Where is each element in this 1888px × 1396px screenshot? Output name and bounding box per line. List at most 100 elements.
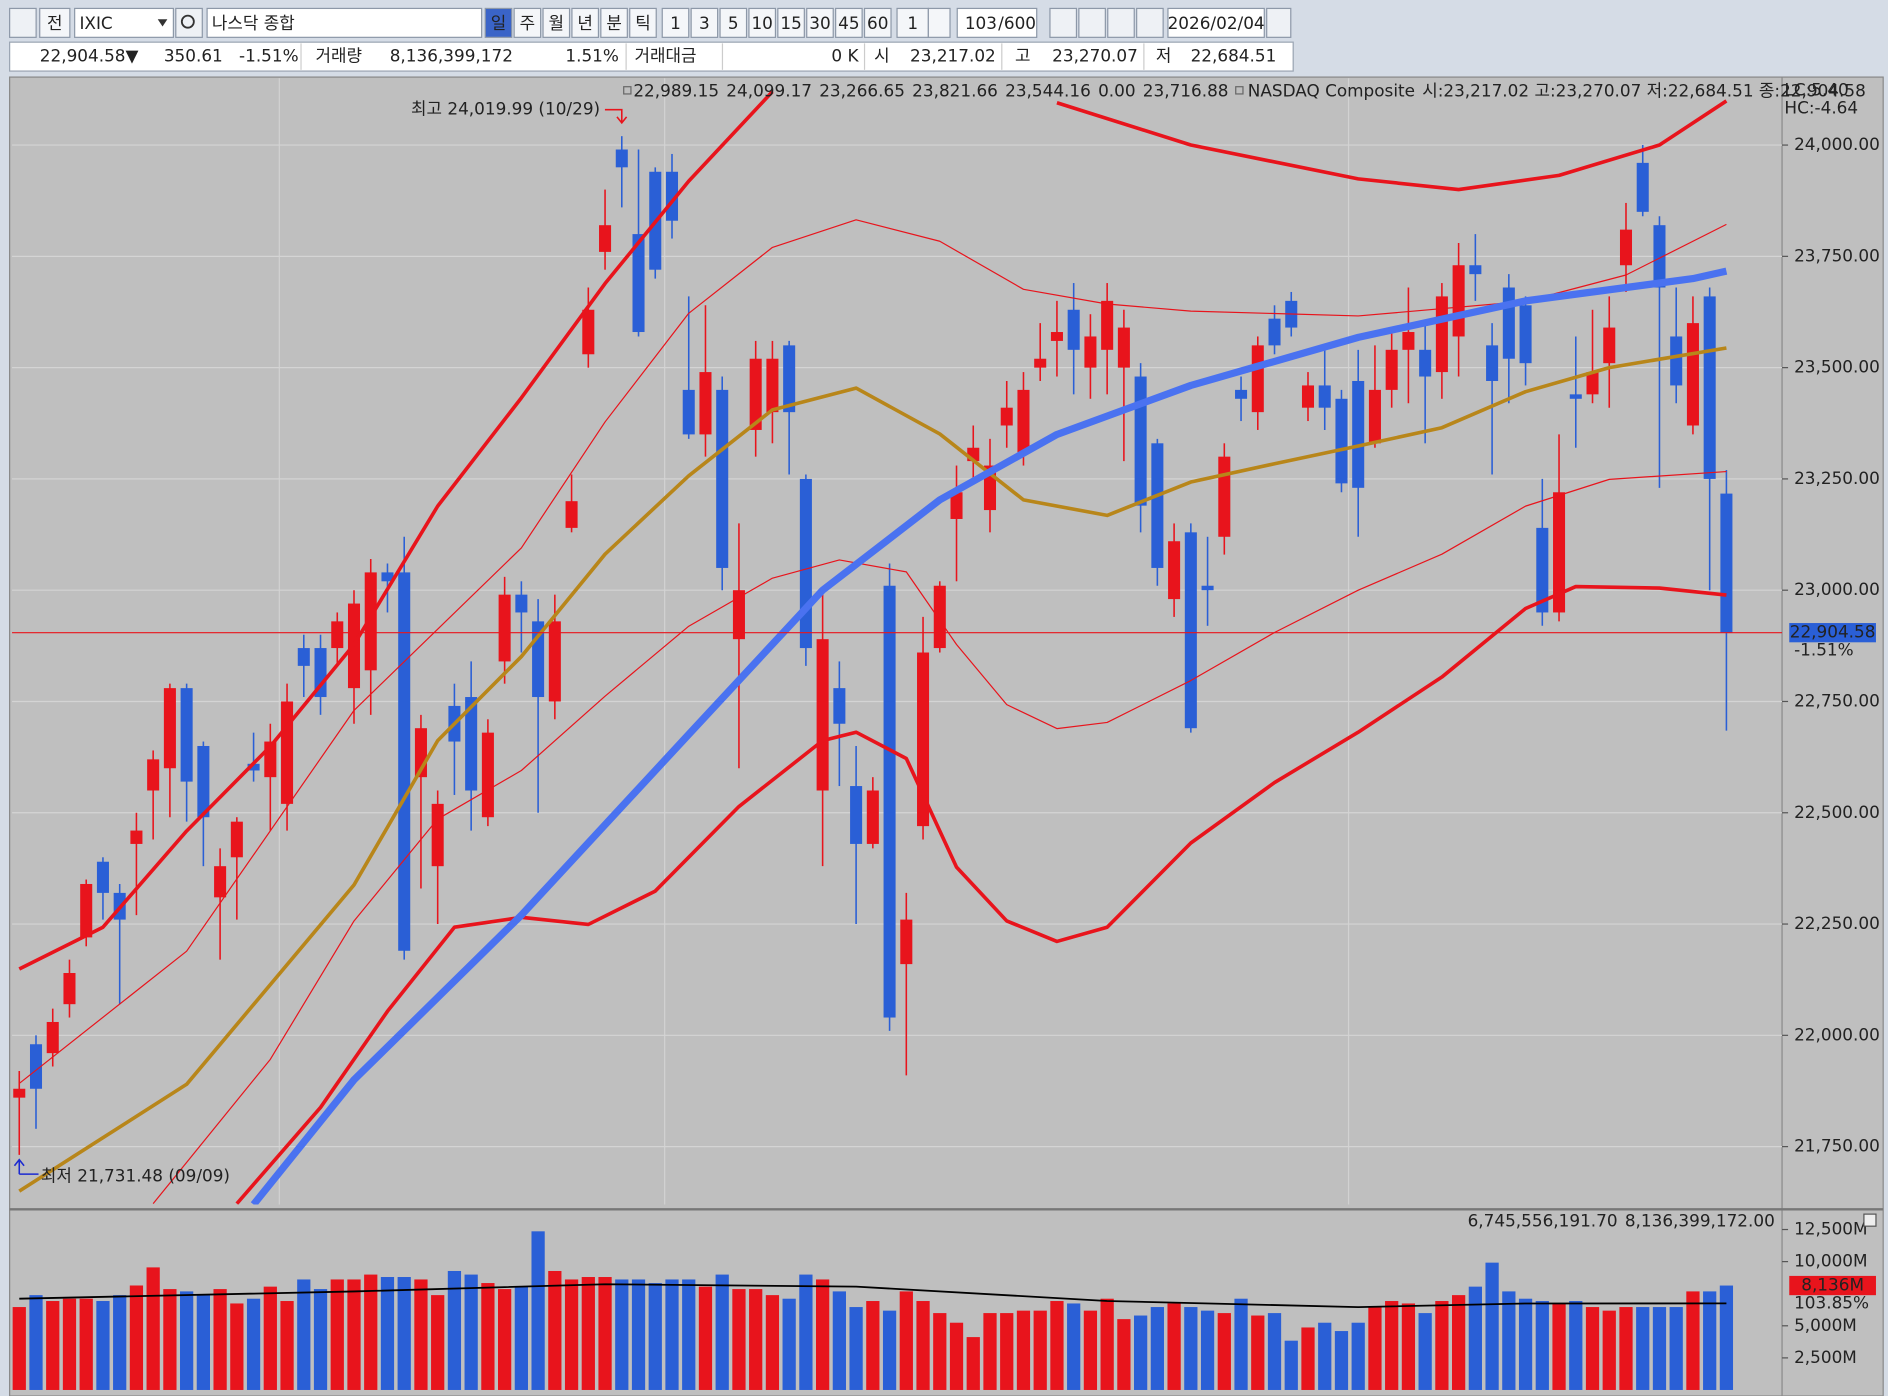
interval-button[interactable] bbox=[835, 7, 863, 38]
search-button[interactable] bbox=[175, 7, 203, 38]
candle-body bbox=[1670, 336, 1683, 386]
volume-bar bbox=[983, 1313, 997, 1390]
volume-bar bbox=[1267, 1313, 1282, 1390]
volume-bar bbox=[313, 1289, 328, 1390]
count-field[interactable] bbox=[956, 7, 1038, 38]
candle-body bbox=[63, 973, 76, 1005]
volume-badge-label: 8,136M bbox=[1801, 1275, 1864, 1295]
tool-icon[interactable] bbox=[1107, 7, 1135, 38]
quote-volume: 8,136,399,172 bbox=[390, 46, 513, 66]
candle-body bbox=[1368, 389, 1381, 444]
menu-icon[interactable] bbox=[9, 7, 37, 38]
volume-bar bbox=[1083, 1310, 1098, 1390]
volume-bar bbox=[1502, 1291, 1516, 1390]
volume-bar bbox=[1217, 1313, 1231, 1390]
volume-bar bbox=[1703, 1291, 1717, 1390]
period-button[interactable] bbox=[571, 7, 600, 38]
period-button[interactable] bbox=[600, 7, 628, 38]
candle-body bbox=[1603, 327, 1616, 364]
hc-label: HC:-4.64 bbox=[1784, 97, 1858, 117]
candle-body bbox=[96, 861, 109, 893]
date-field[interactable] bbox=[1167, 7, 1265, 38]
volume-bar bbox=[1033, 1310, 1047, 1390]
candle-body bbox=[180, 688, 193, 782]
legend-value: 22,989.15 bbox=[633, 81, 719, 101]
volume-bar bbox=[1468, 1286, 1482, 1390]
quote-open: 23,217.02 bbox=[910, 46, 996, 66]
volume-bar bbox=[1552, 1303, 1566, 1390]
candle-body bbox=[1235, 389, 1248, 399]
volume-bar bbox=[380, 1277, 395, 1390]
volume-bar bbox=[598, 1277, 612, 1390]
candle-body bbox=[1502, 287, 1515, 359]
volume-bar bbox=[1284, 1340, 1298, 1390]
interval-button[interactable] bbox=[690, 7, 719, 38]
tool-icon[interactable] bbox=[1049, 7, 1078, 38]
high-arrow bbox=[604, 108, 628, 125]
candle-body bbox=[565, 501, 578, 528]
interval-button[interactable] bbox=[777, 7, 805, 38]
candle-body bbox=[465, 697, 478, 791]
y-tick-label: 23,750.00 bbox=[1794, 245, 1880, 265]
panel-button[interactable] bbox=[1863, 1213, 1877, 1227]
candle-body bbox=[850, 786, 863, 844]
quote-volume-label: 거래량 bbox=[315, 46, 361, 66]
volume-bar bbox=[1184, 1307, 1198, 1390]
volume-bar bbox=[1535, 1301, 1549, 1390]
candle-body bbox=[247, 763, 260, 771]
candle-body bbox=[548, 621, 561, 702]
volume-bar bbox=[96, 1301, 110, 1390]
calendar-button[interactable] bbox=[1266, 7, 1292, 38]
candle-body bbox=[1117, 327, 1130, 368]
volume-bar bbox=[514, 1286, 528, 1390]
candle-body bbox=[29, 1044, 43, 1089]
volume-badge bbox=[1789, 1275, 1876, 1296]
period-button[interactable] bbox=[542, 7, 571, 38]
volume-bar bbox=[246, 1298, 261, 1390]
market-button[interactable] bbox=[39, 7, 71, 38]
volume-bar bbox=[1067, 1303, 1081, 1390]
candle-body bbox=[1553, 492, 1566, 613]
overlay-line bbox=[152, 470, 1727, 1205]
overlay-line bbox=[250, 267, 1728, 1205]
interval-button[interactable] bbox=[748, 7, 777, 38]
volume-bar bbox=[832, 1291, 846, 1390]
tool-icon[interactable] bbox=[1078, 7, 1106, 38]
tool-icon[interactable] bbox=[1136, 7, 1164, 38]
candle-body bbox=[1686, 323, 1699, 426]
candle-body bbox=[147, 759, 160, 791]
candle-body bbox=[732, 590, 745, 640]
volume-bar bbox=[1150, 1307, 1164, 1390]
interval-button[interactable] bbox=[863, 7, 892, 38]
name-field[interactable] bbox=[206, 7, 483, 38]
volume-bar bbox=[1636, 1307, 1650, 1390]
quote-low-label: 저 bbox=[1156, 46, 1171, 66]
interval-button[interactable] bbox=[719, 7, 748, 38]
name-field-label: 나스닥 종합 bbox=[212, 13, 295, 33]
chart-title: NASDAQ Composite bbox=[1248, 81, 1415, 101]
candle-body bbox=[1251, 345, 1264, 413]
volume-bar bbox=[1569, 1301, 1583, 1390]
legend-value: 23,544.16 bbox=[1005, 81, 1091, 101]
symbol-input[interactable] bbox=[74, 7, 174, 38]
quote-open-label: 시 bbox=[874, 46, 889, 66]
candle-body bbox=[950, 492, 963, 519]
volume-bar bbox=[1719, 1285, 1734, 1390]
candle-body bbox=[1000, 407, 1013, 426]
volume-bar bbox=[431, 1295, 445, 1390]
interval-button[interactable] bbox=[661, 7, 690, 38]
volume-bar bbox=[1619, 1307, 1633, 1390]
volume-bar bbox=[1200, 1310, 1215, 1390]
interval-button[interactable] bbox=[806, 7, 834, 38]
volume-bar bbox=[481, 1283, 495, 1390]
period-button[interactable] bbox=[513, 7, 542, 38]
ohlc-text: 시:23,217.02 고:23,270.07 저:22,684.51 종:22… bbox=[1422, 81, 1866, 101]
volume-bar bbox=[230, 1303, 244, 1390]
volume-bar bbox=[1418, 1313, 1432, 1390]
period-button[interactable] bbox=[484, 7, 513, 38]
volume-bar bbox=[1602, 1310, 1616, 1390]
multiplier-dropdown[interactable] bbox=[927, 7, 951, 38]
volume-bar bbox=[1452, 1295, 1466, 1390]
multiplier-field[interactable] bbox=[896, 7, 929, 38]
period-button[interactable] bbox=[629, 7, 657, 38]
